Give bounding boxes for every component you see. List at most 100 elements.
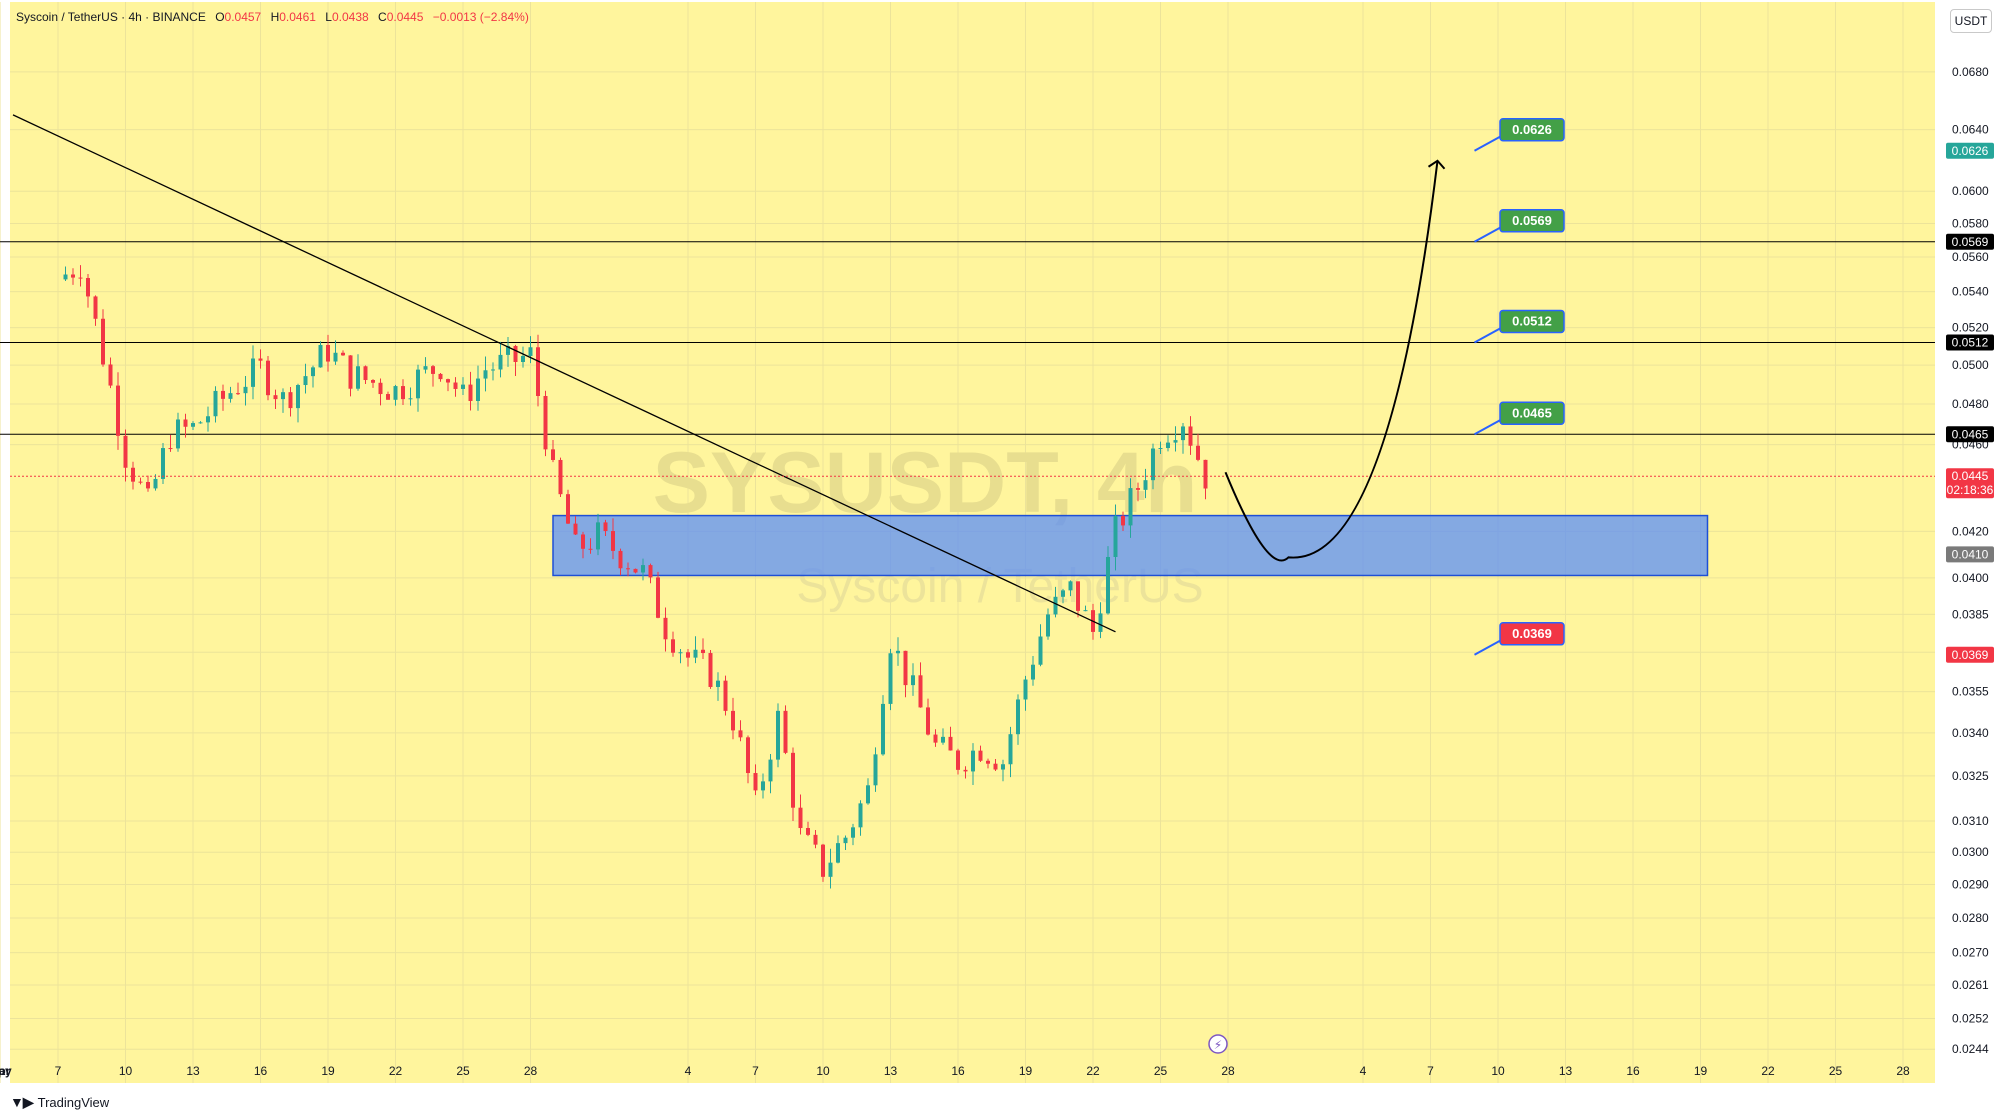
stop-loss-axis-badge bbox=[1946, 646, 1994, 663]
candle-body bbox=[881, 703, 885, 755]
candle-body bbox=[236, 393, 240, 395]
current-price-badge bbox=[1946, 468, 1994, 499]
candle-body bbox=[911, 675, 915, 686]
candle-body bbox=[1076, 581, 1080, 611]
currency-unit-button[interactable]: USDT bbox=[1950, 9, 1992, 33]
candle-body bbox=[333, 352, 338, 362]
x-tick-label: 10 bbox=[119, 1064, 133, 1078]
y-tick-label: 0.0600 bbox=[1952, 184, 1989, 198]
candle-body bbox=[686, 652, 690, 658]
x-tick-label: 22 bbox=[1086, 1064, 1100, 1078]
symbol-title: Syscoin / TetherUS · 4h · BINANCE bbox=[16, 10, 206, 24]
candle-body bbox=[146, 481, 150, 489]
target-3-label-box bbox=[1499, 209, 1565, 233]
y-tick-label: 0.0580 bbox=[1952, 217, 1989, 231]
stop-loss-label-box bbox=[1499, 622, 1565, 646]
candle-body bbox=[723, 680, 728, 711]
candle-body bbox=[423, 366, 428, 370]
candle-body bbox=[828, 862, 833, 877]
candle-body bbox=[551, 449, 555, 460]
y-tick-label: 0.0500 bbox=[1952, 358, 1989, 372]
stop-loss-pointer bbox=[1474, 639, 1501, 656]
candle-body bbox=[633, 568, 638, 573]
candle-body bbox=[198, 422, 203, 424]
candle-body bbox=[131, 467, 135, 482]
target-1-label-box bbox=[1499, 401, 1565, 426]
target-3-axis-badge bbox=[1946, 233, 1994, 250]
candle-body bbox=[183, 419, 188, 427]
candle-body bbox=[761, 781, 765, 791]
high-label: H bbox=[270, 10, 280, 24]
zone-badge bbox=[1946, 546, 1994, 563]
x-tick-label: 28 bbox=[1221, 1064, 1235, 1078]
candle-body bbox=[978, 750, 983, 761]
candle-body bbox=[843, 837, 848, 844]
x-tick-label: Apr bbox=[0, 1064, 11, 1078]
candle-body bbox=[1068, 581, 1073, 591]
x-tick-label: 19 bbox=[1019, 1064, 1033, 1078]
candle-body bbox=[191, 423, 195, 427]
candle-body bbox=[896, 650, 900, 654]
candle-body bbox=[858, 803, 863, 828]
x-tick-label: 4 bbox=[685, 1064, 692, 1078]
candle-body bbox=[243, 386, 248, 394]
candle-body bbox=[476, 378, 480, 402]
y-tick-label: 0.0560 bbox=[1952, 250, 1989, 264]
candle-body bbox=[566, 494, 570, 524]
candle-body bbox=[288, 392, 293, 409]
x-tick-label: 16 bbox=[1626, 1064, 1640, 1078]
candle-body bbox=[446, 379, 450, 383]
candle-body bbox=[806, 828, 810, 835]
candle-body bbox=[281, 392, 285, 400]
candle-body bbox=[1196, 445, 1200, 460]
low-label: L bbox=[325, 10, 332, 24]
candle-body bbox=[341, 352, 345, 356]
target-2-axis-badge-text: 0.0512 bbox=[1952, 335, 1989, 349]
zone-badge-text: 0.0410 bbox=[1952, 547, 1989, 561]
y-tick-label: 0.0385 bbox=[1952, 607, 1989, 621]
x-tick-label: 10 bbox=[1491, 1064, 1505, 1078]
candle-body bbox=[326, 344, 330, 362]
y-tick-label: 0.0300 bbox=[1952, 845, 1989, 859]
candle-body bbox=[903, 650, 908, 686]
candle-body bbox=[1113, 515, 1118, 557]
candle-body bbox=[228, 393, 233, 399]
candle-body bbox=[93, 296, 98, 319]
candle-body bbox=[701, 649, 705, 654]
candle-body bbox=[933, 734, 938, 743]
candle-body bbox=[408, 398, 413, 400]
x-tick-label: 13 bbox=[884, 1064, 898, 1078]
candle-body bbox=[1001, 764, 1005, 770]
candle-body bbox=[521, 355, 525, 362]
candle-body bbox=[461, 384, 465, 389]
x-tick-label: 28 bbox=[524, 1064, 538, 1078]
candle-body bbox=[251, 358, 255, 387]
candle-body bbox=[498, 354, 503, 370]
x-tick-label: 25 bbox=[1829, 1064, 1843, 1078]
candle-body bbox=[506, 346, 510, 355]
y-tick-label: 0.0310 bbox=[1952, 814, 1989, 828]
candle-body bbox=[588, 548, 593, 550]
x-tick-label: 19 bbox=[321, 1064, 335, 1078]
tradingview-logo[interactable]: ▼▶ TradingView bbox=[10, 1094, 109, 1111]
candle-body bbox=[671, 639, 675, 653]
candle-body bbox=[1046, 614, 1050, 637]
candle-body bbox=[941, 736, 945, 743]
current-price-badge-text: 0.0445 bbox=[1952, 469, 1989, 483]
x-tick-label: 28 bbox=[1896, 1064, 1910, 1078]
candle-body bbox=[626, 568, 630, 570]
close-label: C bbox=[378, 10, 387, 24]
candle-body bbox=[108, 364, 113, 386]
candle-body bbox=[116, 385, 120, 436]
target-4-label-box bbox=[1499, 118, 1565, 142]
target-4-axis-badge-text: 0.0626 bbox=[1952, 144, 1989, 158]
candle-body bbox=[393, 386, 398, 400]
candle-body bbox=[221, 390, 225, 399]
candle-body bbox=[971, 750, 975, 772]
candle-body bbox=[123, 435, 128, 468]
candle-body bbox=[716, 680, 720, 687]
change-value: −0.0013 (−2.84%) bbox=[432, 10, 529, 24]
high-value: 0.0461 bbox=[279, 10, 316, 24]
